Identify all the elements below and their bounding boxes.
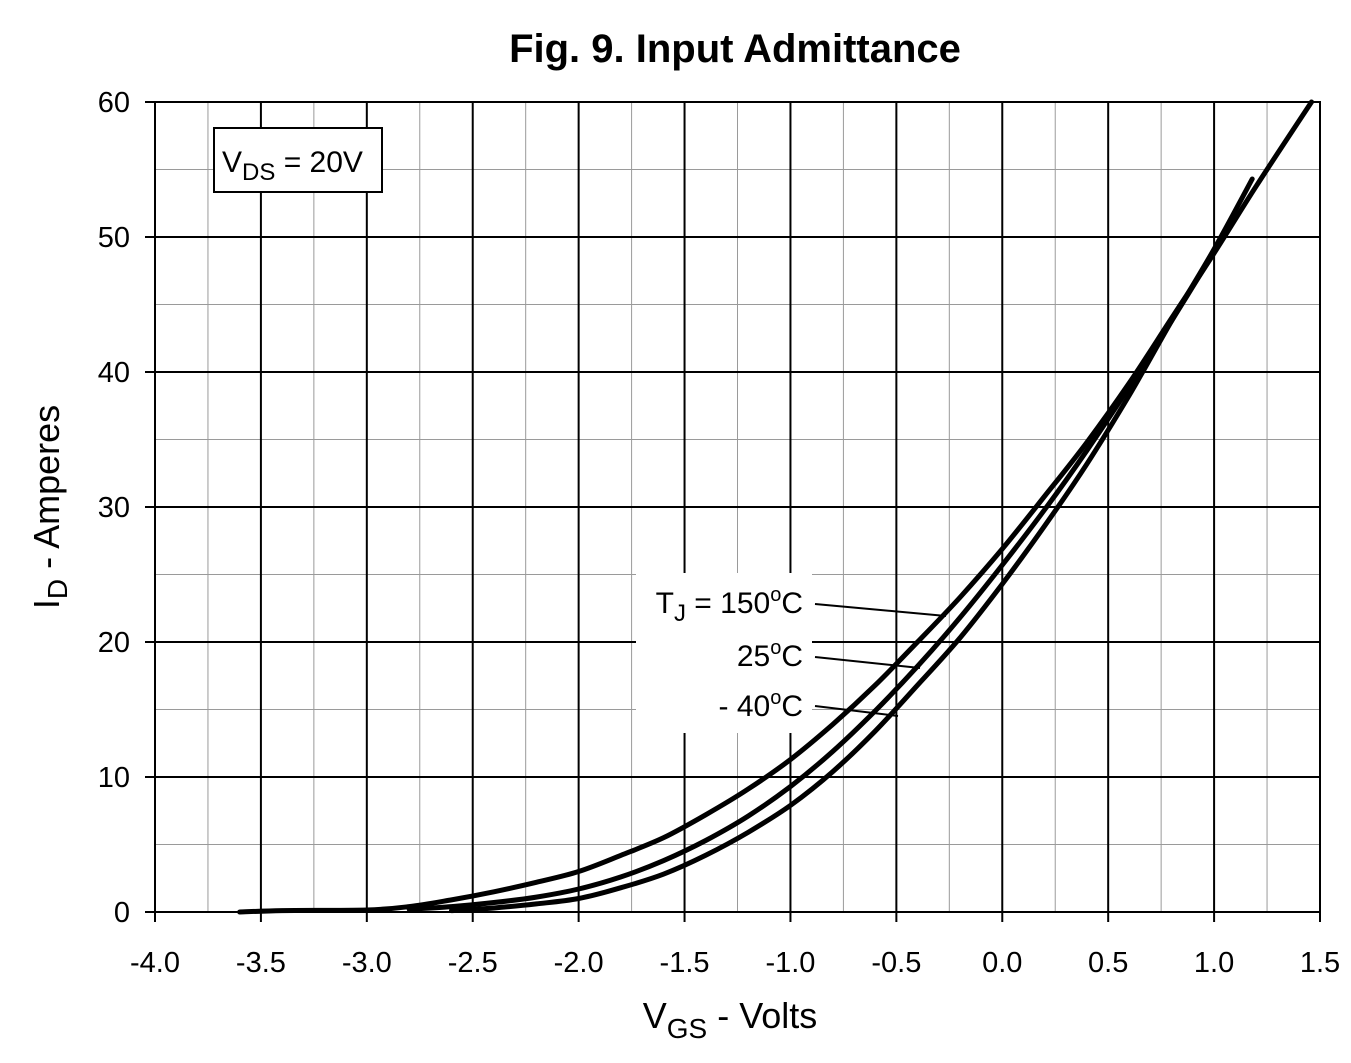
x-tick-label: 1.5 bbox=[1300, 947, 1340, 979]
axis-ticks bbox=[145, 101, 1321, 922]
condition-box: VDS = 20V bbox=[213, 127, 383, 193]
condition-box-frame bbox=[213, 127, 383, 193]
x-tick-labels: -4.0 -3.5 -3.0 -2.5 -2.0 -1.5 -1.0 -0.5 0.0 0.5 1.… bbox=[130, 947, 1340, 979]
annotation-mask bbox=[636, 573, 812, 733]
leader-line-minus40c bbox=[814, 705, 899, 717]
y-tick-labels: 0 10 20 30 40 50 60 bbox=[98, 87, 130, 929]
series-line-25c bbox=[406, 214, 1238, 912]
x-tick-label: -4.0 bbox=[130, 947, 180, 979]
x-tick-label: -3.0 bbox=[342, 947, 392, 979]
x-tick-label: -1.5 bbox=[660, 947, 710, 979]
series-label-25c: 25oC bbox=[737, 637, 803, 673]
leader-line-25c bbox=[814, 656, 921, 669]
series-layer bbox=[237, 99, 1314, 915]
x-tick-label: -2.0 bbox=[554, 947, 604, 979]
series-label-minus40c: - 40oC bbox=[719, 687, 804, 723]
x-tick-label: -0.5 bbox=[871, 947, 921, 979]
y-tick-label: 30 bbox=[98, 492, 130, 524]
condition-label: VDS = 20V bbox=[222, 146, 363, 186]
x-axis-label: VGS - Volts bbox=[643, 995, 818, 1044]
leader-line-150c bbox=[814, 603, 947, 617]
x-tick-label: -1.0 bbox=[765, 947, 815, 979]
y-tick-label: 10 bbox=[98, 762, 130, 794]
y-tick-label: 40 bbox=[98, 357, 130, 389]
x-tick-label: 1.0 bbox=[1194, 947, 1234, 979]
chart-title: Fig. 9. Input Admittance bbox=[509, 27, 961, 71]
series-label-150c: TJ = 150oC bbox=[656, 584, 803, 627]
y-tick-label: 20 bbox=[98, 627, 130, 659]
x-tick-label: 0.0 bbox=[982, 947, 1022, 979]
y-tick-label: 0 bbox=[114, 897, 130, 929]
series-line-minus40c bbox=[449, 176, 1255, 914]
y-tick-label: 50 bbox=[98, 222, 130, 254]
x-tick-label: -3.5 bbox=[236, 947, 286, 979]
series-annotations: TJ = 150oC 25oC - 40oC bbox=[636, 573, 947, 733]
x-tick-label: 0.5 bbox=[1088, 947, 1128, 979]
x-tick-label: -2.5 bbox=[448, 947, 498, 979]
y-axis-label: ID - Amperes bbox=[26, 405, 73, 609]
y-tick-label: 60 bbox=[98, 87, 130, 119]
